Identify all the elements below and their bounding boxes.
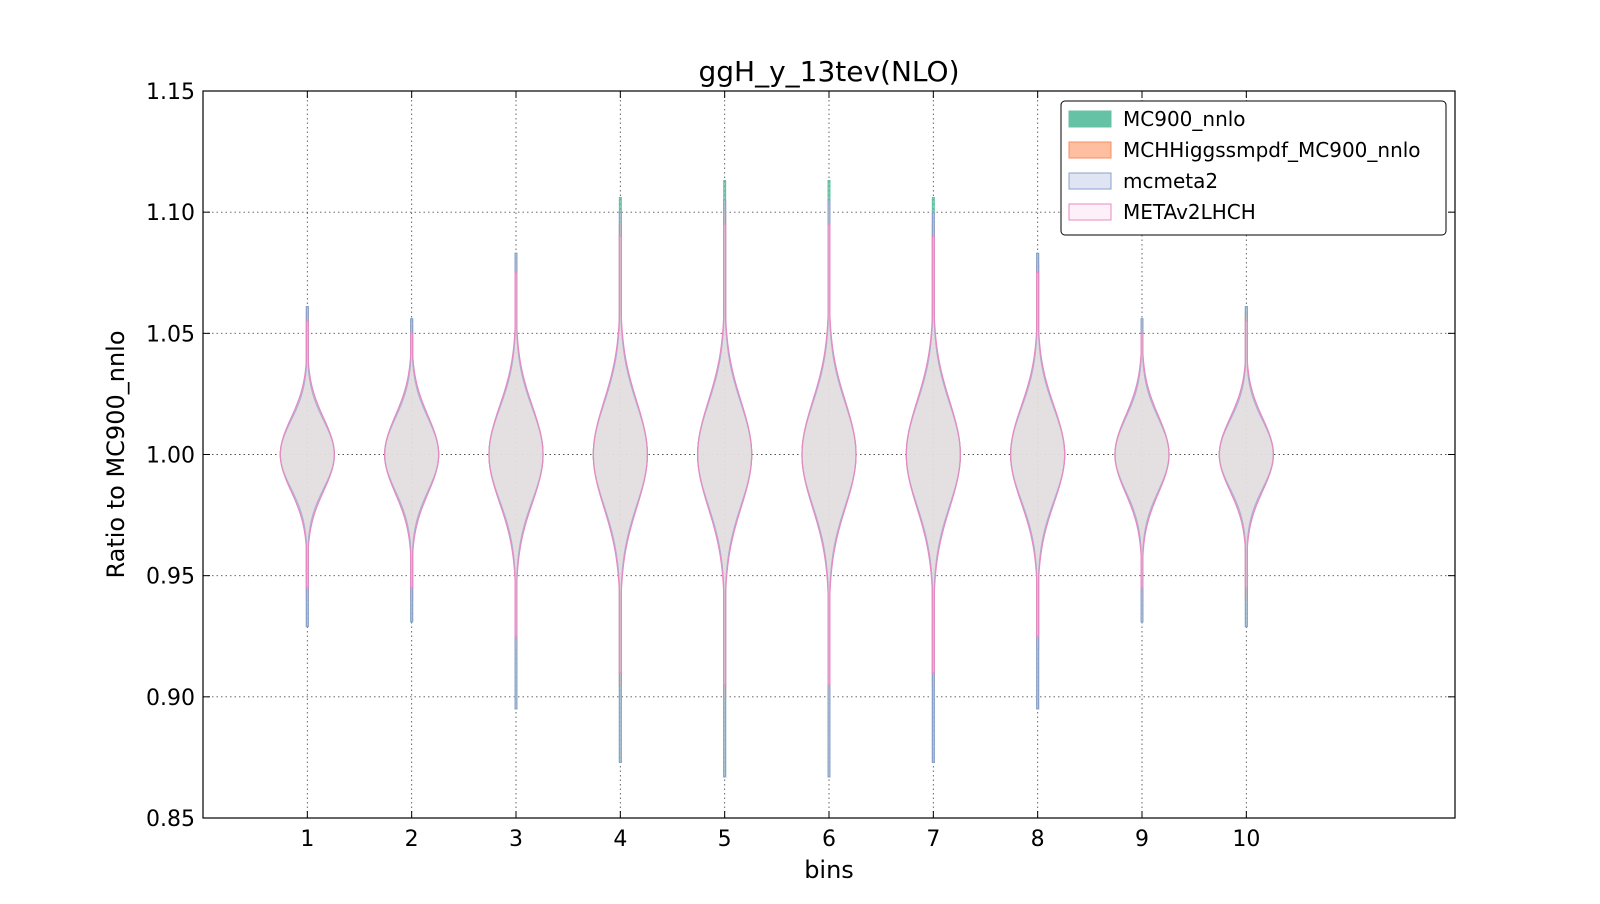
- ticks: 0.85 0.90 0.95 1.00 1.05 1.10 1.15 1 2 3 4 5 6 7 8 9 10: [146, 80, 1455, 852]
- y-tick-label: 1.00: [146, 444, 195, 469]
- violin-mcmeta2-bin-2: [384, 318, 440, 623]
- x-tick-label: 1: [300, 827, 314, 852]
- legend-box: [1060, 100, 1447, 236]
- y-tick-label: 1.10: [146, 201, 195, 226]
- violin-metav2lhch-bin-4: [592, 235, 648, 674]
- y-tick-label: 0.90: [146, 686, 195, 711]
- x-tick-label: 4: [613, 827, 627, 852]
- x-tick-label: 3: [509, 827, 523, 852]
- violin-metav2lhch-bin-2: [384, 332, 440, 589]
- legend-label-mc900-nnlo: MC900_nnlo: [1123, 107, 1246, 131]
- x-tick-label: 2: [405, 827, 419, 852]
- y-tick-label: 0.95: [146, 565, 195, 590]
- x-tick-label: 7: [926, 827, 940, 852]
- x-tick-label: 8: [1031, 827, 1045, 852]
- x-axis-label: bins: [804, 856, 854, 884]
- legend-swatch-metav2lhch: [1068, 203, 1112, 221]
- violin-metav2lhch-bin-1: [279, 320, 335, 589]
- violins: [279, 180, 1274, 778]
- y-tick-label: 1.05: [146, 322, 195, 347]
- violin-metav2lhch-bin-8: [1010, 272, 1066, 637]
- legend-swatch-mc900-nnlo: [1068, 110, 1112, 128]
- y-axis-label: Ratio to MC900_nnlo: [102, 330, 130, 578]
- violin-metav2lhch-bin-7: [905, 235, 961, 674]
- legend-label-mcmeta2: mcmeta2: [1123, 169, 1218, 193]
- x-tick-label: 10: [1232, 827, 1260, 852]
- legend-label-metav2lhch: METAv2LHCH: [1123, 200, 1256, 224]
- chart-title: ggH_y_13tev(NLO): [698, 55, 959, 88]
- violin-metav2lhch-bin-10: [1218, 320, 1274, 589]
- violin-mcmeta2-bin-1: [279, 306, 335, 628]
- violin-metav2lhch-bin-9: [1114, 332, 1170, 589]
- violin-metav2lhch-bin-3: [488, 272, 544, 637]
- x-tick-label: 5: [718, 827, 732, 852]
- x-tick-label: 9: [1135, 827, 1149, 852]
- legend-swatch-mcmeta2: [1068, 172, 1112, 190]
- violin-metav2lhch-bin-5: [697, 223, 753, 686]
- y-tick-label: 1.15: [146, 80, 195, 105]
- legend-swatch-mchhiggssmpdf-mc900-nnlo: [1068, 141, 1112, 159]
- y-tick-label: 0.85: [146, 807, 195, 832]
- legend: MC900_nnlo MCHHiggssmpdf_MC900_nnlomcmeta…: [1060, 100, 1447, 236]
- violin-mcmeta2-bin-10: [1218, 306, 1274, 628]
- violin-mcmeta2-bin-9: [1114, 318, 1170, 623]
- legend-label-mchhiggssmpdf-mc900-nnlo: MCHHiggssmpdf_MC900_nnlo: [1123, 138, 1421, 162]
- x-tick-label: 6: [822, 827, 836, 852]
- violin-metav2lhch-bin-6: [801, 223, 857, 686]
